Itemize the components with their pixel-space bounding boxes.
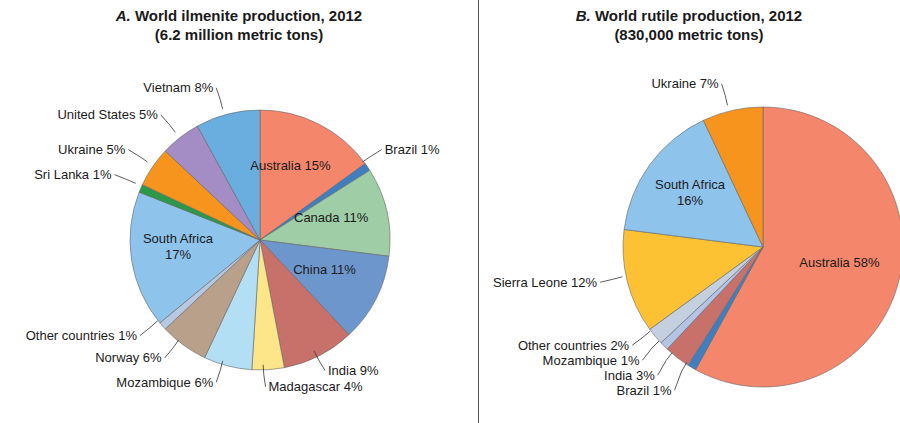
svg-text:Canada 11%: Canada 11% (294, 210, 369, 225)
html-text:(830,000 metric tons): (830,000 metric tons) (614, 26, 764, 43)
svg-text:Other countries 2%: Other countries 2% (518, 338, 630, 353)
svg-text:Australia 58%: Australia 58% (799, 255, 880, 270)
html-text:B. World rutile production, 20: B. World rutile production, 2012 (575, 7, 803, 24)
svg-text:India 9%: India 9% (328, 363, 379, 378)
svg-text:South Africa16%: South Africa16% (655, 177, 726, 208)
svg-text:Mozambique 1%: Mozambique 1% (543, 353, 640, 368)
svg-text:Vietnam 8%: Vietnam 8% (143, 80, 213, 95)
svg-text:Ukraine 7%: Ukraine 7% (651, 76, 719, 91)
svg-text:Brazil 1%: Brazil 1% (385, 142, 440, 157)
svg-text:Australia 15%: Australia 15% (250, 158, 331, 173)
svg-text:Sri Lanka 1%: Sri Lanka 1% (34, 167, 112, 182)
svg-text:Other countries 1%: Other countries 1% (26, 328, 138, 343)
svg-text:Madagascar 4%: Madagascar 4% (269, 379, 363, 394)
svg-text:Ukraine 5%: Ukraine 5% (58, 142, 126, 157)
svg-text:Brazil 1%: Brazil 1% (617, 383, 672, 398)
svg-text:United States 5%: United States 5% (57, 107, 158, 122)
svg-text:Mozambique 6%: Mozambique 6% (116, 375, 213, 390)
svg-text:South Africa17%: South Africa17% (143, 231, 214, 262)
svg-text:Norway 6%: Norway 6% (95, 350, 162, 365)
svg-text:China 11%: China 11% (293, 262, 356, 277)
html-text:A. World ilmenite production,: A. World ilmenite production, 2012 (115, 7, 363, 24)
svg-text:Sierra Leone 12%: Sierra Leone 12% (493, 275, 598, 290)
html-text:(6.2 million metric tons): (6.2 million metric tons) (154, 26, 324, 43)
svg-text:India 3%: India 3% (604, 368, 655, 383)
